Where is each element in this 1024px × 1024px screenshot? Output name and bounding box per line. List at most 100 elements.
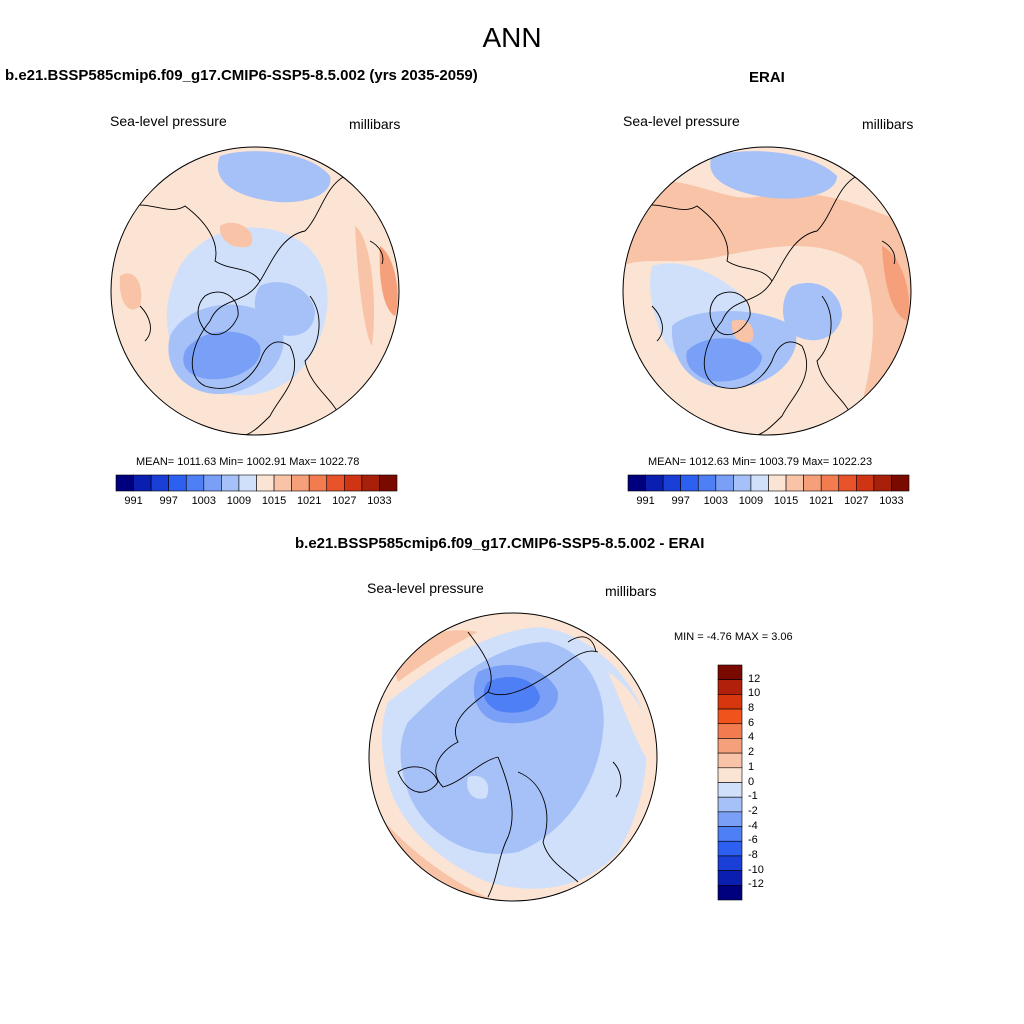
obs-variable-label: Sea-level pressure [623, 113, 740, 129]
model-colorbar-tick-label: 1021 [296, 495, 322, 507]
obs-stats: MEAN= 1012.63 Min= 1003.79 Max= 1022.23 [648, 456, 873, 468]
diff-field-low-4 [483, 677, 540, 713]
diff-colorbar-box [717, 679, 743, 695]
model-colorbar-tick-label: 1003 [191, 495, 217, 507]
model-field-low-5 [254, 282, 315, 336]
model-field-low-4 [217, 151, 331, 203]
diff-colorbar-tick-label: 4 [748, 731, 755, 744]
model-colorbar-box [115, 474, 134, 492]
obs-colorbar-box [785, 474, 804, 492]
obs-colorbar-tick-label: 1015 [773, 495, 799, 507]
figure-title: ANN [482, 22, 542, 53]
model-colorbar-box [344, 474, 363, 492]
diff-colorbar-tick-label: 10 [748, 687, 761, 700]
diff-colorbar-box [717, 870, 743, 886]
obs-colorbar-tick-label: 1021 [808, 495, 834, 507]
model-colorbar-box [256, 474, 275, 492]
model-colorbar-box [238, 474, 257, 492]
diff-colorbar-tick-label: -2 [748, 804, 758, 817]
model-field-high-4 [219, 222, 253, 248]
diff-colorbar-tick-label: 8 [748, 702, 755, 715]
obs-colorbar-tick-label: 1003 [703, 495, 729, 507]
diff-colorbar-tick-label: -8 [748, 848, 758, 861]
obs-field-high-3 [731, 319, 754, 343]
diff-colorbar-box [717, 694, 743, 710]
obs-colorbar-box [750, 474, 769, 492]
obs-colorbar-box [838, 474, 857, 492]
diff-colorbar-tick-label: -12 [748, 878, 764, 891]
model-colorbar-box [168, 474, 187, 492]
diff-colorbar-tick-label: 12 [748, 672, 761, 685]
model-colorbar-box [150, 474, 169, 492]
obs-units-label: millibars [862, 116, 914, 132]
diff-map-border [368, 612, 658, 902]
model-colorbar-tick-label: 997 [159, 495, 178, 507]
model-colorbar-box [326, 474, 345, 492]
obs-colorbar-box [645, 474, 664, 492]
model-panel-title: b.e21.BSSP585cmip6.f09_g17.CMIP6-SSP5-8.… [5, 67, 478, 84]
diff-colorbar-box [717, 811, 743, 827]
model-colorbar-tick-label: 1027 [332, 495, 357, 507]
obs-colorbar-box [627, 474, 646, 492]
diff-colorbar-tick-label: -10 [748, 863, 764, 876]
diff-panel-title: b.e21.BSSP585cmip6.f09_g17.CMIP6-SSP5-8.… [295, 535, 705, 552]
diff-colorbar-box [717, 723, 743, 739]
model-colorbar-tick-label: 991 [124, 495, 143, 507]
model-colorbar-box [273, 474, 292, 492]
model-colorbar-box [203, 474, 222, 492]
obs-colorbar-tick-label: 997 [671, 495, 690, 507]
obs-field-high-1 [623, 180, 911, 435]
obs-colorbar-box [680, 474, 699, 492]
diff-colorbar-tick-label: 6 [748, 716, 755, 729]
diff-coastlines [397, 631, 622, 898]
diff-field-low-5 [467, 775, 489, 799]
diff-colorbar-box [717, 664, 743, 680]
obs-colorbar-box [733, 474, 752, 492]
diff-colorbar-box [717, 855, 743, 871]
model-field-high-1 [379, 246, 398, 316]
obs-colorbar-box [856, 474, 875, 492]
diff-colorbar-tick-label: 2 [748, 746, 755, 759]
diff-colorbar-box [717, 826, 743, 842]
obs-polar-map [622, 146, 912, 436]
diff-polar-map [368, 612, 658, 902]
model-colorbar-box [379, 474, 398, 492]
model-colorbar-tick-label: 1033 [367, 495, 392, 507]
obs-coastlines [641, 175, 896, 435]
diff-variable-label: Sea-level pressure [367, 580, 484, 596]
diff-colorbar-tick-label: 1 [748, 760, 755, 773]
obs-field-high-2 [882, 246, 910, 321]
diff-colorbar-box [717, 752, 743, 769]
obs-colorbar-tick-label: 1009 [738, 495, 764, 507]
obs-colorbar-box [803, 474, 822, 492]
diff-units-label: millibars [605, 583, 657, 599]
obs-colorbar-box [891, 474, 910, 492]
diff-colorbar-box [717, 767, 743, 783]
diff-colorbar [717, 664, 743, 901]
obs-panel-title: ERAI [749, 69, 785, 86]
obs-colorbar-box [768, 474, 787, 492]
model-coastlines [129, 175, 384, 435]
model-stats: MEAN= 1011.63 Min= 1002.91 Max= 1022.78 [136, 456, 360, 468]
obs-colorbar-tick-label: 991 [636, 495, 655, 507]
diff-colorbar-box [717, 782, 743, 798]
model-colorbar-box [185, 474, 205, 492]
model-colorbar-tick-label: 1015 [261, 495, 287, 507]
obs-colorbar-tick-label: 1027 [844, 495, 869, 507]
model-variable-label: Sea-level pressure [110, 113, 227, 129]
obs-colorbar [627, 474, 910, 492]
model-colorbar-box [221, 474, 240, 492]
model-polar-map [110, 146, 400, 436]
model-colorbar [115, 474, 398, 492]
diff-stats: MIN = -4.76 MAX = 3.06 [674, 631, 793, 643]
obs-field-low-4 [710, 151, 837, 199]
diff-colorbar-tick-label: -4 [748, 819, 758, 832]
model-colorbar-box [361, 474, 380, 492]
diff-colorbar-tick-label: 0 [748, 775, 755, 788]
obs-field-low-5 [783, 282, 842, 341]
diff-colorbar-box [717, 738, 743, 754]
obs-colorbar-box [662, 474, 681, 492]
model-colorbar-box [308, 474, 328, 492]
obs-colorbar-box [715, 474, 734, 492]
diff-colorbar-tick-label: -1 [748, 790, 758, 803]
